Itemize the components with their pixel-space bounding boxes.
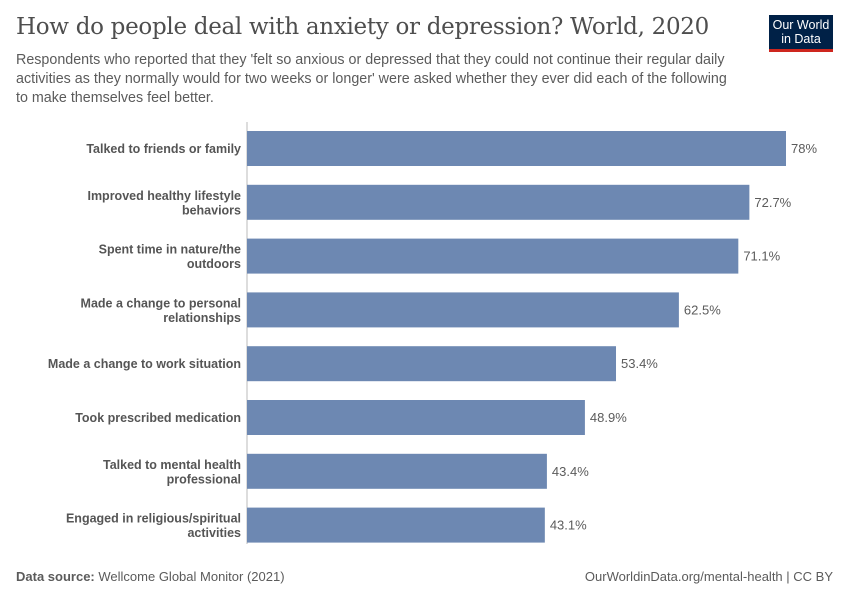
bar bbox=[247, 507, 545, 543]
footer-url[interactable]: OurWorldinData.org/mental-health | CC BY bbox=[584, 569, 833, 584]
data-label: 72.7% bbox=[754, 195, 791, 210]
source-name[interactable]: Wellcome Global Monitor (2021) bbox=[98, 569, 285, 584]
category-label: Made a change to personal relationships bbox=[81, 296, 242, 325]
bar bbox=[247, 453, 547, 489]
category-label: Talked to mental health professional bbox=[103, 458, 241, 487]
bar bbox=[247, 131, 786, 166]
data-label: 43.1% bbox=[550, 518, 587, 533]
category-label: Spent time in nature/the outdoors bbox=[99, 243, 241, 272]
data-label: 43.4% bbox=[552, 464, 589, 479]
bar bbox=[247, 184, 750, 220]
chart-title: How do people deal with anxiety or depre… bbox=[16, 14, 709, 40]
data-source: Data source: Wellcome Global Monitor (20… bbox=[16, 569, 285, 584]
data-label: 71.1% bbox=[743, 249, 780, 264]
bar bbox=[247, 400, 585, 435]
category-label: Took prescribed medication bbox=[75, 411, 241, 425]
category-label: Talked to friends or family bbox=[86, 142, 241, 156]
bar bbox=[247, 238, 739, 274]
owid-logo[interactable]: Our World in Data bbox=[769, 15, 833, 52]
data-label: 62.5% bbox=[684, 302, 721, 317]
data-label: 78% bbox=[791, 141, 817, 156]
bar bbox=[247, 292, 679, 328]
data-label: 48.9% bbox=[590, 410, 627, 425]
category-label: Engaged in religious/spiritual activities bbox=[66, 512, 241, 541]
category-label: Improved healthy lifestyle behaviors bbox=[87, 189, 241, 218]
chart-subtitle: Respondents who reported that they 'felt… bbox=[16, 52, 727, 106]
bar bbox=[247, 346, 617, 382]
data-label: 53.4% bbox=[621, 356, 658, 371]
source-label: Data source: bbox=[16, 569, 95, 584]
category-label: Made a change to work situation bbox=[48, 357, 241, 371]
